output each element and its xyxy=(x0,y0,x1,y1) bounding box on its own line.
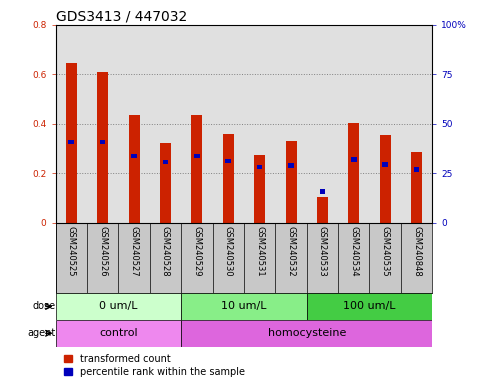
Text: dose: dose xyxy=(32,301,56,311)
Bar xyxy=(411,152,422,222)
Text: agent: agent xyxy=(28,328,56,338)
Bar xyxy=(288,164,294,168)
FancyBboxPatch shape xyxy=(181,293,307,320)
Text: control: control xyxy=(99,328,138,338)
Text: GSM240528: GSM240528 xyxy=(161,226,170,276)
Text: GSM240530: GSM240530 xyxy=(224,226,233,276)
Bar xyxy=(226,159,231,163)
Bar xyxy=(348,122,359,222)
Bar xyxy=(128,115,140,222)
Bar xyxy=(257,165,262,169)
Text: GSM240529: GSM240529 xyxy=(192,226,201,276)
Text: GDS3413 / 447032: GDS3413 / 447032 xyxy=(56,10,187,24)
Text: GSM240532: GSM240532 xyxy=(286,226,296,276)
FancyBboxPatch shape xyxy=(181,320,432,347)
FancyBboxPatch shape xyxy=(307,293,432,320)
Bar xyxy=(100,140,105,144)
Bar xyxy=(414,167,419,172)
FancyBboxPatch shape xyxy=(56,293,181,320)
Bar xyxy=(191,115,202,222)
Bar xyxy=(66,63,77,222)
Bar xyxy=(383,162,388,167)
Bar xyxy=(285,141,297,222)
Text: GSM240525: GSM240525 xyxy=(67,226,76,276)
Bar xyxy=(223,134,234,222)
Text: 10 um/L: 10 um/L xyxy=(221,301,267,311)
FancyBboxPatch shape xyxy=(56,320,181,347)
Text: GSM240527: GSM240527 xyxy=(129,226,139,276)
Bar xyxy=(160,144,171,222)
Bar xyxy=(351,157,356,162)
Bar xyxy=(320,189,325,194)
Text: GSM240848: GSM240848 xyxy=(412,226,421,277)
Bar xyxy=(194,154,199,158)
Text: GSM240535: GSM240535 xyxy=(381,226,390,276)
Text: 100 um/L: 100 um/L xyxy=(343,301,396,311)
Bar xyxy=(317,197,328,222)
Text: homocysteine: homocysteine xyxy=(268,328,346,338)
Bar xyxy=(163,160,168,164)
Bar xyxy=(97,72,108,222)
Bar xyxy=(380,135,391,222)
Bar xyxy=(254,155,265,222)
Legend: transformed count, percentile rank within the sample: transformed count, percentile rank withi… xyxy=(60,350,249,381)
Text: GSM240531: GSM240531 xyxy=(255,226,264,276)
Text: GSM240534: GSM240534 xyxy=(349,226,358,276)
Text: GSM240533: GSM240533 xyxy=(318,226,327,277)
Bar xyxy=(69,140,74,144)
Text: GSM240526: GSM240526 xyxy=(98,226,107,276)
Text: 0 um/L: 0 um/L xyxy=(99,301,138,311)
Bar xyxy=(131,154,137,158)
